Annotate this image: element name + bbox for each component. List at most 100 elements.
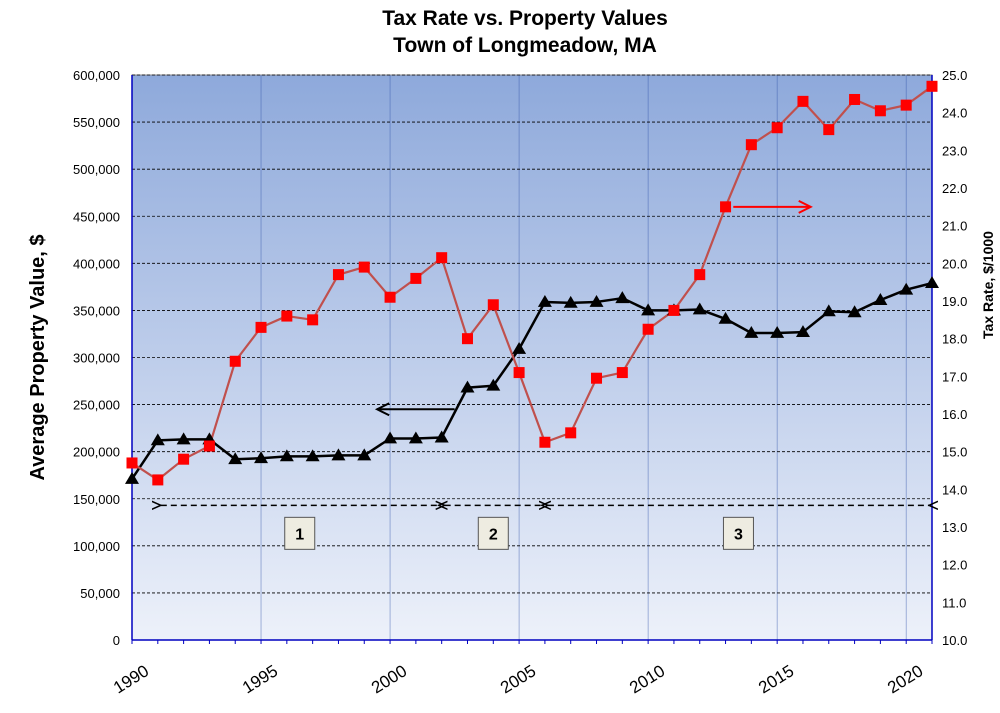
- tax-rate-point: [874, 105, 886, 117]
- property-value-point: [744, 326, 759, 338]
- tax-rate-point: [461, 333, 473, 345]
- axis-indicator-arrows: [374, 199, 813, 417]
- property-value-point: [460, 380, 475, 393]
- tax-rate-point: [642, 323, 654, 335]
- tax-rate-point: [771, 122, 783, 134]
- property-value-point: [176, 432, 191, 445]
- axis-arrow-head: [374, 402, 390, 417]
- tax-rate-point: [513, 367, 525, 379]
- property-value-point: [331, 448, 346, 461]
- property-value-point: [821, 304, 836, 317]
- tax-rate-point: [487, 299, 499, 311]
- y-axis-right-label: Tax Rate, $/1000: [980, 231, 996, 339]
- tax-rate-point: [229, 355, 241, 367]
- y-right-tick-label: 13.0: [942, 520, 967, 535]
- property-value-point: [150, 433, 165, 446]
- tax-rate-point: [900, 99, 912, 111]
- tax-rate-point: [255, 321, 267, 333]
- y-left-tick-label: 0: [113, 633, 120, 648]
- property-value-point: [305, 449, 320, 462]
- x-tick-label: 2010: [626, 661, 668, 697]
- property-value-point: [718, 311, 733, 324]
- period-label: 3: [734, 526, 743, 543]
- tax-rate-point: [745, 139, 757, 151]
- x-tick-label: 2005: [497, 661, 539, 697]
- tax-rate-point: [565, 427, 577, 439]
- property-value-point: [847, 305, 862, 318]
- chart-title-line1: Tax Rate vs. Property Values: [382, 7, 668, 30]
- tax-rate-point: [797, 95, 809, 107]
- y-axis-left-label: Average Property Value, $: [27, 234, 49, 480]
- property-value-line: [130, 281, 933, 480]
- property-value-point: [770, 326, 785, 338]
- y-right-tick-label: 19.0: [942, 294, 967, 309]
- tax-rate-point: [358, 261, 370, 273]
- axis-arrow-head: [798, 199, 813, 214]
- period-label-box: [477, 516, 509, 550]
- property-value-point: [692, 302, 707, 315]
- property-value-point: [254, 451, 269, 464]
- y-right-tick-label: 25.0: [942, 68, 967, 83]
- tax-rate-point: [436, 252, 448, 264]
- tax-rate-point: [178, 453, 190, 465]
- tax-rate-point: [539, 436, 551, 448]
- property-value-point: [925, 276, 939, 289]
- tax-rate-point: [720, 201, 732, 213]
- property-value-point: [125, 471, 139, 484]
- property-value-point: [615, 291, 630, 304]
- y-left-tick-label: 400,000: [73, 256, 120, 271]
- property-value-point: [486, 378, 501, 391]
- x-tick-label: 2000: [368, 661, 410, 697]
- y-right-tick-label: 22.0: [942, 181, 967, 196]
- y-left-tick-label: 250,000: [73, 398, 120, 413]
- property-value-point: [434, 430, 449, 443]
- property-value-point: [795, 325, 810, 337]
- tax-rate-point: [926, 80, 938, 92]
- right-axis-ticks: 10.0 11.0 12.0 13.0 14.0 15.0 16.0 17.0 18.0 19.0…: [942, 68, 967, 648]
- property-value-point: [899, 282, 914, 295]
- y-right-tick-label: 21.0: [942, 219, 967, 234]
- y-right-tick-label: 23.0: [942, 143, 967, 158]
- tax-rate-point: [410, 272, 422, 284]
- property-value-point: [873, 293, 888, 305]
- tax-rate-point: [307, 314, 319, 326]
- property-value-point: [279, 449, 294, 462]
- tax-rate-point: [823, 124, 835, 136]
- property-value-point: [563, 295, 578, 308]
- x-axis-ticks: 1990 1995 2000 2005 2010 2015 2020: [110, 661, 926, 697]
- property-value-point: [589, 294, 604, 307]
- tax-rate-point: [152, 474, 164, 486]
- x-tick-label: 2015: [755, 661, 797, 697]
- left-axis-ticks: 0 50,000 100,000 150,000 200,000 250,000 300,0…: [73, 68, 120, 648]
- property-value-point: [641, 303, 656, 316]
- x-tick-label: 2020: [884, 661, 926, 697]
- series-markers: [125, 80, 939, 486]
- y-right-tick-label: 20.0: [942, 256, 967, 271]
- tax-rate-point: [849, 93, 861, 105]
- tax-rate-point: [591, 372, 603, 384]
- y-right-tick-label: 15.0: [942, 445, 967, 460]
- y-left-tick-label: 50,000: [80, 586, 120, 601]
- x-tick-label: 1990: [110, 661, 152, 697]
- property-value-point: [408, 431, 423, 444]
- period-label: 1: [295, 526, 304, 543]
- tax-rate-point: [332, 269, 344, 281]
- y-right-tick-label: 17.0: [942, 369, 967, 384]
- y-left-tick-label: 150,000: [73, 492, 120, 507]
- x-tick-label: 1995: [239, 661, 281, 697]
- tax-rate-point: [694, 269, 706, 281]
- property-value-point: [537, 294, 552, 307]
- y-right-tick-label: 11.0: [942, 595, 966, 610]
- y-left-tick-label: 600,000: [73, 68, 120, 83]
- tax-rate-point: [668, 304, 680, 316]
- y-left-tick-label: 300,000: [73, 351, 120, 366]
- period-arrows: 1 2 3: [161, 505, 929, 550]
- y-left-tick-label: 350,000: [73, 303, 120, 318]
- tax-rate-point: [281, 310, 293, 322]
- period-label: 2: [489, 526, 498, 543]
- tax-rate-point: [203, 440, 215, 452]
- chart-title-line2: Town of Longmeadow, MA: [393, 34, 657, 57]
- y-right-tick-label: 12.0: [942, 558, 967, 573]
- y-left-tick-label: 100,000: [73, 539, 120, 554]
